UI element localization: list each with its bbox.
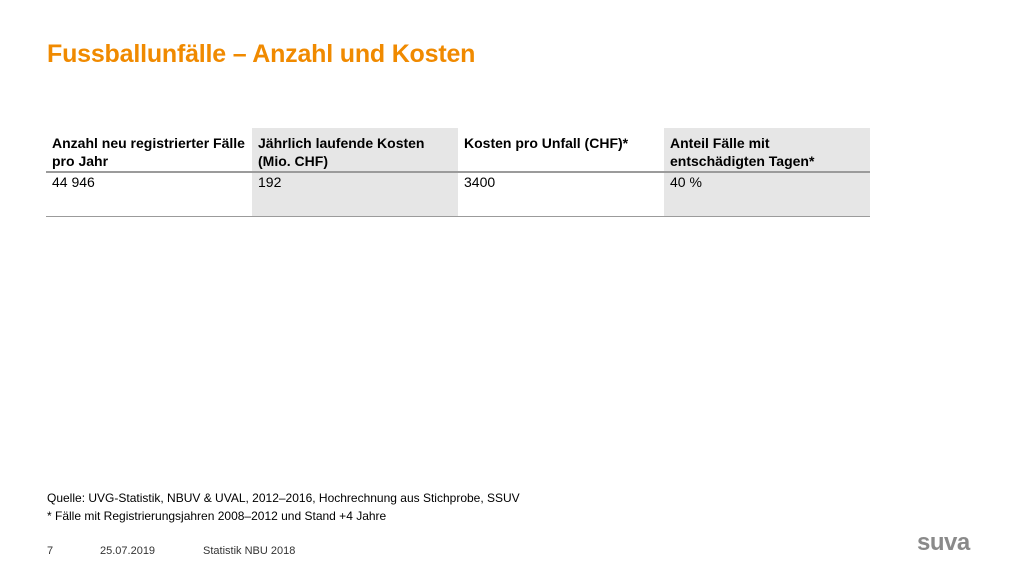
notes: Quelle: UVG-Statistik, NBUV & UVAL, 2012… xyxy=(47,489,520,525)
footer-date: 25.07.2019 xyxy=(100,545,156,557)
suva-logo: suva xyxy=(917,529,970,556)
page-title: Fussballunfälle – Anzahl und Kosten xyxy=(47,40,476,68)
table-cell: 192 xyxy=(252,172,458,217)
header-cell: Kosten pro Unfall (CHF)* xyxy=(458,128,664,173)
header-cell: Anteil Fälle mit entschädigten Tagen* xyxy=(664,128,870,173)
page-number: 7 xyxy=(47,545,54,557)
header-cell: Anzahl neu registrierter Fälle pro Jahr xyxy=(46,128,252,173)
stats-table: Anzahl neu registrierter Fälle pro Jahr … xyxy=(46,128,870,217)
table-cell: 44 946 xyxy=(46,172,252,217)
table-cell: 3400 xyxy=(458,172,664,217)
footnote: * Fälle mit Registrierungsjahren 2008–20… xyxy=(47,509,387,523)
footer-label: Statistik NBU 2018 xyxy=(203,545,296,557)
table-row: 44 946 192 3400 40 % xyxy=(46,172,870,217)
table-cell: 40 % xyxy=(664,172,870,217)
header-cell: Jährlich laufende Kosten (Mio. CHF) xyxy=(252,128,458,173)
table-header-row: Anzahl neu registrierter Fälle pro Jahr … xyxy=(46,128,870,173)
source-note: Quelle: UVG-Statistik, NBUV & UVAL, 2012… xyxy=(47,491,520,505)
